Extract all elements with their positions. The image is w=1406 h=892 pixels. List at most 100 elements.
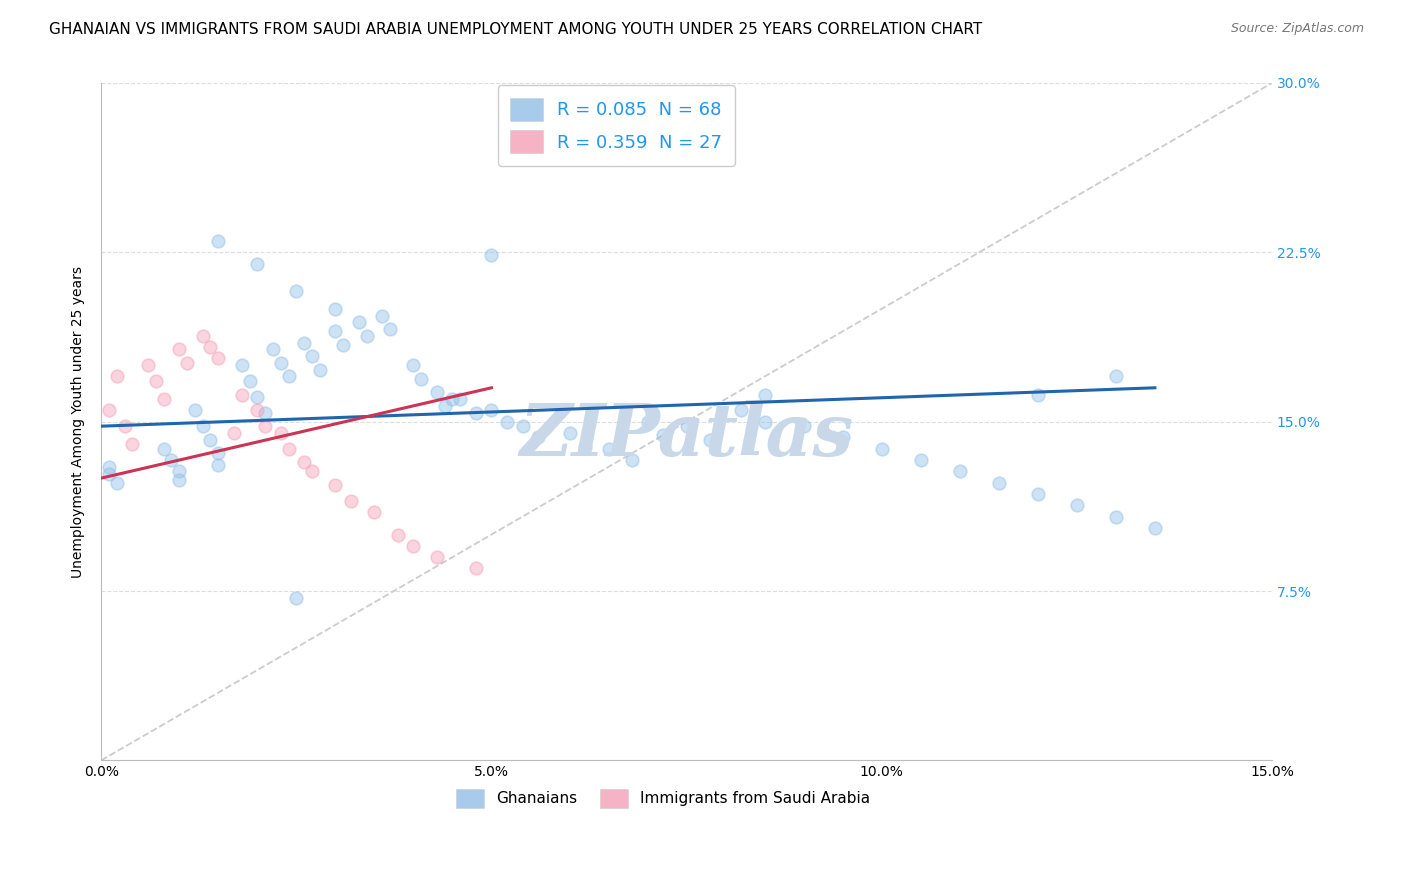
Point bbox=[285, 591, 308, 605]
Point bbox=[246, 390, 269, 404]
Point bbox=[246, 257, 269, 271]
Point bbox=[105, 369, 128, 384]
Point bbox=[191, 419, 214, 434]
Text: Source: ZipAtlas.com: Source: ZipAtlas.com bbox=[1230, 22, 1364, 36]
Point bbox=[496, 415, 519, 429]
Point bbox=[411, 372, 433, 386]
Point bbox=[176, 356, 198, 370]
Legend: Ghanaians, Immigrants from Saudi Arabia: Ghanaians, Immigrants from Saudi Arabia bbox=[450, 783, 876, 814]
Point bbox=[831, 430, 853, 444]
Point bbox=[238, 374, 260, 388]
Point bbox=[910, 453, 932, 467]
Point bbox=[222, 425, 245, 440]
Point bbox=[426, 550, 449, 565]
Point bbox=[387, 527, 409, 541]
Point bbox=[402, 358, 425, 372]
Point bbox=[200, 433, 222, 447]
Point bbox=[114, 419, 136, 434]
Point bbox=[527, 430, 550, 444]
Point bbox=[637, 415, 659, 429]
Point bbox=[301, 349, 323, 363]
Point bbox=[308, 362, 330, 376]
Point bbox=[1066, 498, 1088, 512]
Point bbox=[340, 493, 363, 508]
Point bbox=[325, 478, 347, 492]
Point bbox=[246, 403, 269, 417]
Point bbox=[152, 392, 174, 406]
Point bbox=[167, 464, 190, 478]
Point bbox=[1143, 521, 1166, 535]
Point bbox=[301, 464, 323, 478]
Point bbox=[754, 415, 776, 429]
Y-axis label: Unemployment Among Youth under 25 years: Unemployment Among Youth under 25 years bbox=[72, 266, 86, 578]
Point bbox=[652, 428, 675, 442]
Point bbox=[277, 369, 299, 384]
Point bbox=[464, 561, 486, 575]
Point bbox=[1105, 369, 1128, 384]
Point bbox=[363, 505, 385, 519]
Point bbox=[292, 455, 315, 469]
Point bbox=[481, 403, 503, 417]
Point bbox=[231, 358, 253, 372]
Point bbox=[371, 309, 394, 323]
Point bbox=[105, 475, 128, 490]
Point bbox=[464, 406, 486, 420]
Point bbox=[262, 343, 284, 357]
Point bbox=[870, 442, 893, 456]
Point bbox=[270, 425, 292, 440]
Point bbox=[98, 467, 121, 481]
Point bbox=[231, 387, 253, 401]
Point bbox=[1026, 487, 1049, 501]
Point bbox=[98, 403, 121, 417]
Point bbox=[699, 433, 721, 447]
Text: GHANAIAN VS IMMIGRANTS FROM SAUDI ARABIA UNEMPLOYMENT AMONG YOUTH UNDER 25 YEARS: GHANAIAN VS IMMIGRANTS FROM SAUDI ARABIA… bbox=[49, 22, 983, 37]
Point bbox=[356, 329, 378, 343]
Point bbox=[207, 458, 229, 472]
Point bbox=[441, 392, 464, 406]
Point bbox=[98, 459, 121, 474]
Point bbox=[285, 284, 308, 298]
Point bbox=[481, 247, 503, 261]
Point bbox=[347, 315, 370, 329]
Point bbox=[207, 234, 229, 248]
Point bbox=[270, 356, 292, 370]
Point bbox=[512, 419, 534, 434]
Point bbox=[675, 419, 697, 434]
Point bbox=[254, 406, 277, 420]
Point bbox=[987, 475, 1010, 490]
Point bbox=[136, 358, 159, 372]
Point bbox=[402, 539, 425, 553]
Point bbox=[167, 343, 190, 357]
Point bbox=[191, 329, 214, 343]
Point bbox=[207, 446, 229, 460]
Point bbox=[332, 338, 354, 352]
Point bbox=[574, 440, 596, 454]
Point bbox=[620, 453, 643, 467]
Point bbox=[598, 442, 620, 456]
Point bbox=[207, 351, 229, 366]
Point bbox=[433, 399, 456, 413]
Point bbox=[167, 474, 190, 488]
Point bbox=[277, 442, 299, 456]
Text: ZIPatlas: ZIPatlas bbox=[520, 400, 853, 471]
Point bbox=[200, 340, 222, 354]
Point bbox=[254, 419, 277, 434]
Point bbox=[793, 419, 815, 434]
Point bbox=[426, 385, 449, 400]
Point bbox=[558, 425, 581, 440]
Point bbox=[152, 442, 174, 456]
Point bbox=[292, 335, 315, 350]
Point bbox=[378, 322, 401, 336]
Point bbox=[325, 301, 347, 316]
Point bbox=[184, 403, 207, 417]
Point bbox=[145, 374, 167, 388]
Point bbox=[449, 392, 471, 406]
Point bbox=[1105, 509, 1128, 524]
Point bbox=[1026, 387, 1049, 401]
Point bbox=[949, 464, 972, 478]
Point bbox=[121, 437, 143, 451]
Point bbox=[754, 387, 776, 401]
Point bbox=[325, 324, 347, 338]
Point bbox=[730, 403, 752, 417]
Point bbox=[160, 453, 183, 467]
